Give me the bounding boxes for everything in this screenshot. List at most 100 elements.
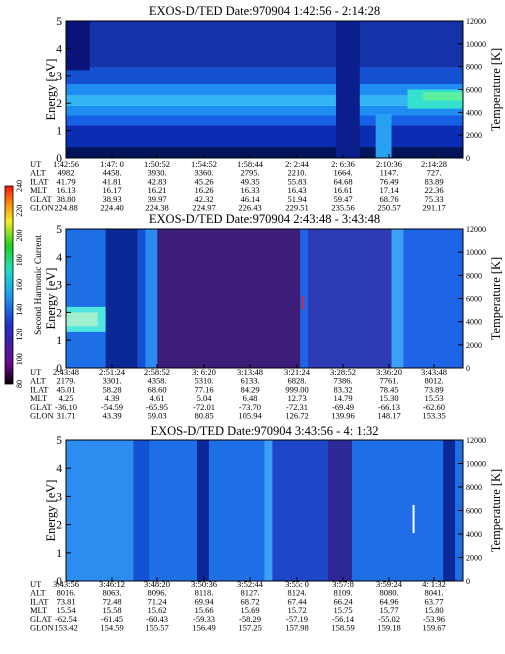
spectral-feature-6 [443,440,456,581]
orbit-value: 38.93 [102,194,121,204]
temperature-tick-label: 2000 [466,341,482,350]
energy-band-0 [66,147,463,158]
orbit-value: 8080. [379,588,398,598]
temperature-tick-label: 2000 [466,131,482,140]
orbit-value: 41.79 [56,176,75,186]
spectral-features [66,21,463,158]
orbit-value: 14.79 [333,393,352,403]
orbit-value: 73.89 [424,384,443,394]
orbit-value: 2: 2:44 [285,159,310,169]
panel-title: EXOS-D/TED Date:970904 1:42:56 - 2:14:28 [149,4,380,18]
orbit-value: 2210. [287,168,306,178]
orbit-value: 1147. [380,168,399,178]
orbit-value: -62.54 [55,614,78,624]
orbit-value: 2:10:36 [376,159,402,169]
orbit-value: 15.54 [56,605,76,615]
temperature-tick-label: 12000 [466,17,486,26]
colorbar-tick-label: 100 [15,353,24,365]
spectral-feature-6 [300,229,309,368]
orbit-value: 8063. [102,588,121,598]
orbit-value: 291.17 [422,203,445,213]
orbit-row-label: GLON [30,203,54,213]
energy-band-7 [66,21,463,68]
orbit-value: 15.80 [424,605,443,615]
orbit-value: 3:43:56 [53,579,79,589]
energy-band-4 [66,94,463,106]
orbit-value: 229.51 [285,203,308,213]
orbit-value: 31.71 [56,411,75,421]
energy-axis-label: Energy [eV] [44,59,58,121]
temperature-tick-label: 0 [466,154,470,163]
orbit-value: -57.19 [286,614,308,624]
orbit-value: 69.94 [194,596,214,606]
orbit-value: 224.38 [145,203,168,213]
orbit-value: 16.33 [240,185,259,195]
orbit-value: 8096. [147,588,166,598]
temperature-tick-label: 12000 [466,225,486,234]
orbit-value: 16.26 [194,185,213,195]
colorbar-tick-label: 160 [15,279,24,291]
energy-tick-label: 4 [56,43,62,55]
energy-tick-label: 5 [56,435,62,447]
orbit-value: 159.67 [422,623,445,633]
orbit-value: 727. [427,168,442,178]
spectrogram-panel-3: EXOS-D/TED Date:970904 3:43:56 - 4: 1:32… [30,424,503,633]
energy-tick-label: 0 [56,153,62,165]
orbit-value: 73.81 [56,596,75,606]
orbit-value: 45.26 [194,176,213,186]
temperature-tick-label: 0 [466,364,470,373]
orbit-value: 2179. [56,376,75,386]
orbit-value: 6828. [287,376,306,386]
orbit-value: 157.98 [285,623,308,633]
orbit-value: 22.36 [424,185,443,195]
energy-band-2 [66,115,463,126]
spectral-feature-4 [145,229,158,368]
orbit-value: 59.47 [333,194,352,204]
orbit-value: 3301. [102,376,121,386]
temperature-tick-label: 4000 [466,530,482,539]
orbit-row-label: UT [30,159,42,169]
orbit-value: 6133. [240,376,259,386]
spectral-feature-5 [157,229,301,368]
temperature-tick-label: 6000 [466,86,482,95]
orbit-value: 3:46:12 [99,579,125,589]
colorbar-label: Second Harmonic Current [34,235,44,335]
orbit-value: 64.96 [379,596,398,606]
orbit-value: -73.70 [239,402,261,412]
colorbar-tick-label: 120 [15,329,24,341]
orbit-value: 153.42 [54,623,77,633]
orbit-value: -53.96 [423,614,445,624]
orbit-value: 15.30 [379,393,398,403]
orbit-value: -54.59 [101,402,123,412]
colorbar-tick-label: 180 [15,254,24,266]
orbit-value: 43.39 [102,411,121,421]
temperature-tick-label: 10000 [466,40,486,49]
colorbar-tick-label: 240 [15,180,24,192]
orbit-row-label: MLT [30,185,48,195]
orbit-value: -58.29 [239,614,261,624]
orbit-value: 3:52:44 [237,579,264,589]
orbit-value: 16.13 [56,185,75,195]
panel-title: EXOS-D/TED Date:970904 2:43:48 - 3:43:48 [149,212,380,226]
orbit-value: 16.43 [287,185,306,195]
energy-tick-label: 3 [56,491,62,503]
orbit-row-label: MLT [30,605,48,615]
orbit-value: 45.01 [56,384,75,394]
orbit-value: 2: 6:36 [331,159,355,169]
spectral-feature-9 [403,229,463,368]
spectral-feature-2 [375,114,392,158]
orbit-value: 250.57 [377,203,400,213]
orbit-value: 3:21:24 [284,367,311,377]
orbit-value: 2:14:28 [421,159,447,169]
orbit-value: 67.44 [287,596,307,606]
energy-band-5 [66,84,463,95]
orbit-value: 3:48:20 [144,579,170,589]
orbit-value: 15.62 [147,605,166,615]
orbit-value: 4.61 [150,393,165,403]
orbit-value: 15.77 [379,605,398,615]
orbit-value: 63.77 [424,596,443,606]
spectral-features [66,229,463,368]
orbit-value: 1:42:56 [53,159,79,169]
